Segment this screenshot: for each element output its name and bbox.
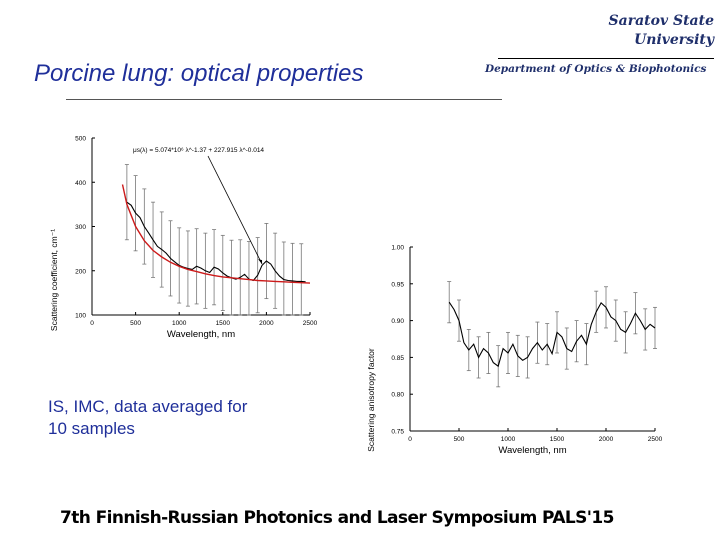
chart2-x-tick-label: 0 bbox=[408, 436, 412, 443]
conference-footer: 7th Finnish-Russian Photonics and Laser … bbox=[60, 508, 614, 528]
chart1-arrow-head bbox=[258, 259, 263, 265]
slide-caption: IS, IMC, data averaged for 10 samples bbox=[48, 396, 247, 440]
caption-line-2: 10 samples bbox=[48, 419, 135, 438]
chart1-x-tick-label: 2000 bbox=[259, 320, 274, 327]
chart2-y-tick-label: 0.90 bbox=[391, 318, 404, 325]
chart2-y-tick-label: 0.75 bbox=[391, 429, 404, 436]
chart1-series-line-0 bbox=[126, 201, 306, 283]
chart2-y-tick-label: 1.00 bbox=[391, 245, 404, 252]
chart2-y-tick-label: 0.95 bbox=[391, 281, 404, 288]
slide-title: Porcine lung: optical properties bbox=[34, 60, 364, 87]
chart1-y-tick-label: 200 bbox=[75, 268, 86, 275]
chart1-annotation-arrow bbox=[207, 155, 263, 265]
chart1-x-tick-label: 1000 bbox=[172, 320, 187, 327]
institution-line-2: University bbox=[634, 32, 714, 48]
chart1-y-axis-label: Scattering coefficient, cm⁻¹ bbox=[49, 229, 59, 331]
institution-line-1: Saratov State bbox=[608, 13, 714, 29]
chart1-x-axis-label: Wavelength, nm bbox=[167, 329, 235, 340]
chart1-x-tick-label: 2500 bbox=[303, 320, 318, 327]
chart1-fit-annotation: μs(λ) = 5.074*10⁶ λ^-1.37 + 227.915 λ^-0… bbox=[133, 147, 264, 154]
chart2-x-tick-label: 1000 bbox=[501, 436, 516, 443]
department-name: Department of Optics & Biophotonics bbox=[485, 63, 707, 75]
chart2-x-tick-label: 2500 bbox=[648, 436, 663, 443]
chart2-y-tick-label: 0.80 bbox=[391, 392, 404, 399]
chart1-y-tick-label: 300 bbox=[75, 224, 86, 231]
chart2-y-axis-label: Scattering anisotropy factor bbox=[366, 348, 376, 452]
chart1-x-tick-label: 1500 bbox=[216, 320, 231, 327]
chart1-y-tick-label: 500 bbox=[75, 136, 86, 143]
chart2-x-axis-label: Wavelength, nm bbox=[498, 445, 566, 456]
chart1-series-line-1 bbox=[121, 184, 311, 284]
chart2-x-tick-label: 2000 bbox=[599, 436, 614, 443]
chart1-y-tick-label: 400 bbox=[75, 180, 86, 187]
institution-name: Saratov State University bbox=[609, 12, 714, 50]
chart1-x-tick-label: 0 bbox=[90, 320, 94, 327]
chart1-x-tick-label: 500 bbox=[130, 320, 141, 327]
chart1-y-tick-label: 100 bbox=[75, 313, 86, 320]
chart2-x-tick-label: 1500 bbox=[550, 436, 565, 443]
chart2-series-line-0 bbox=[448, 301, 656, 368]
title-divider bbox=[66, 99, 502, 100]
header-divider bbox=[498, 58, 714, 59]
caption-line-1: IS, IMC, data averaged for bbox=[48, 397, 248, 416]
chart2-y-tick-label: 0.85 bbox=[391, 355, 404, 362]
chart2-x-tick-label: 500 bbox=[454, 436, 465, 443]
